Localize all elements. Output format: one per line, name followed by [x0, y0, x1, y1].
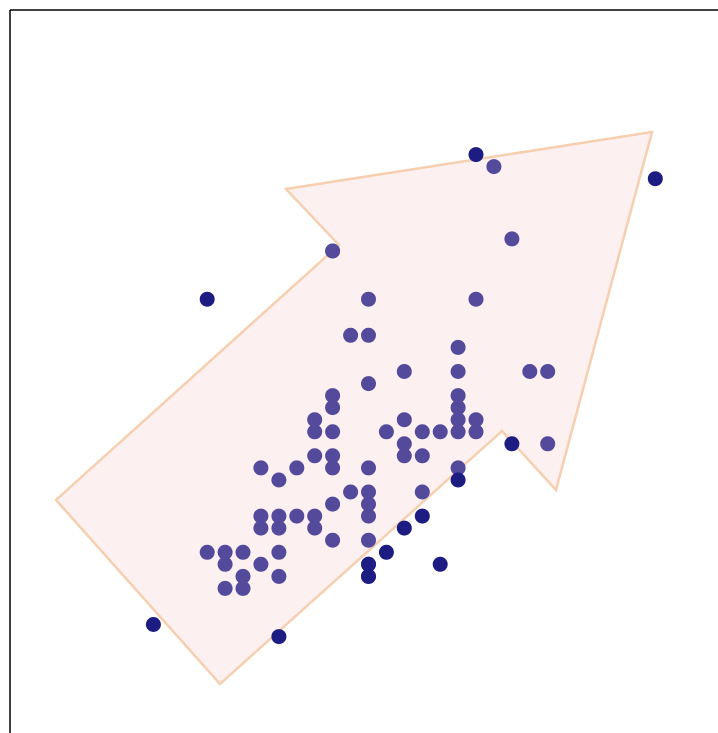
data-point	[307, 424, 323, 440]
data-point	[199, 291, 215, 307]
data-point	[343, 327, 359, 343]
data-point	[217, 580, 233, 596]
data-point	[271, 508, 287, 524]
data-point	[289, 508, 305, 524]
data-point	[468, 291, 484, 307]
data-point	[361, 327, 376, 343]
data-point	[450, 400, 466, 416]
data-point	[235, 568, 251, 584]
data-point	[378, 424, 394, 440]
data-point	[271, 629, 287, 645]
data-point	[361, 568, 376, 584]
data-point	[522, 364, 538, 379]
data-point	[432, 556, 448, 572]
data-point	[468, 424, 484, 440]
data-point	[271, 568, 287, 584]
data-point	[540, 436, 556, 452]
data-point	[325, 388, 341, 404]
data-point	[361, 484, 376, 500]
data-points	[145, 147, 663, 645]
data-point	[450, 460, 466, 476]
data-point	[271, 544, 287, 560]
data-point	[504, 436, 520, 452]
data-point	[361, 460, 376, 476]
data-point	[450, 424, 466, 440]
data-point	[647, 171, 663, 187]
data-point	[325, 448, 341, 464]
data-point	[361, 291, 376, 307]
data-point	[217, 556, 233, 572]
data-point	[271, 520, 287, 536]
data-point	[271, 472, 287, 488]
data-point	[468, 412, 484, 428]
data-point	[325, 243, 341, 259]
data-point	[414, 484, 430, 500]
data-point	[396, 448, 412, 464]
data-point	[343, 484, 359, 500]
data-point	[396, 412, 412, 428]
data-point	[504, 231, 520, 247]
data-point	[396, 436, 412, 452]
data-point	[253, 556, 269, 572]
data-point	[361, 496, 376, 512]
data-point	[199, 544, 215, 560]
data-point	[307, 508, 323, 524]
data-point	[307, 448, 323, 464]
data-point	[486, 159, 502, 175]
data-point	[414, 508, 430, 524]
data-point	[325, 460, 341, 476]
data-point	[307, 412, 323, 428]
data-point	[450, 339, 466, 355]
data-point	[289, 460, 305, 476]
data-point	[325, 400, 341, 416]
data-point	[253, 460, 269, 476]
data-point	[540, 364, 556, 379]
data-point	[450, 472, 466, 488]
data-point	[450, 412, 466, 428]
data-point	[450, 364, 466, 379]
data-point	[253, 520, 269, 536]
data-point	[361, 376, 376, 392]
data-point	[307, 520, 323, 536]
data-point	[361, 508, 376, 524]
data-point	[432, 424, 448, 440]
data-point	[396, 520, 412, 536]
data-point	[361, 532, 376, 548]
data-point	[235, 580, 251, 596]
arrow-shape	[54, 130, 654, 686]
data-point	[325, 496, 341, 512]
data-point	[378, 544, 394, 560]
data-point	[253, 508, 269, 524]
data-point	[235, 544, 251, 560]
data-point	[325, 424, 341, 440]
data-point	[396, 364, 412, 379]
data-point	[414, 424, 430, 440]
data-point	[325, 532, 341, 548]
data-point	[414, 448, 430, 464]
data-point	[450, 388, 466, 404]
data-point	[361, 556, 376, 572]
data-point	[217, 544, 233, 560]
data-point	[468, 147, 484, 163]
data-point	[145, 617, 161, 632]
